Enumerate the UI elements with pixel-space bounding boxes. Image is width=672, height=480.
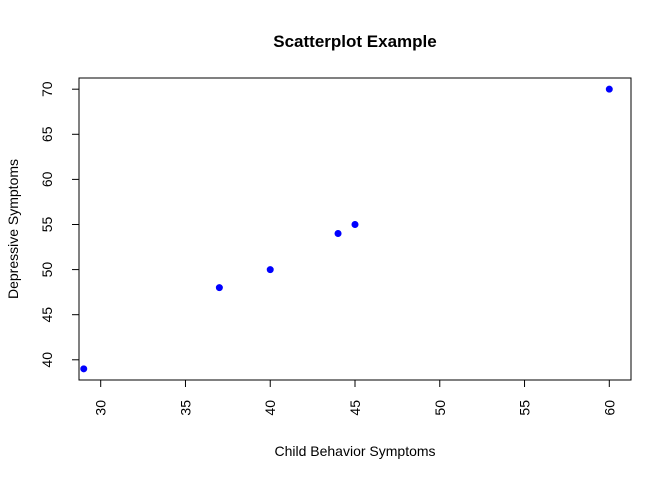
x-tick-label: 30 (93, 400, 109, 416)
data-point (266, 266, 274, 274)
y-axis: 40 45 50 55 60 65 70 (39, 81, 80, 368)
x-tick-label: 50 (432, 400, 448, 416)
data-point (334, 230, 342, 238)
chart-title: Scatterplot Example (273, 32, 436, 51)
data-point (351, 220, 359, 228)
y-tick-label: 50 (39, 262, 55, 278)
x-tick-label: 35 (177, 400, 193, 416)
x-tick-label: 45 (347, 400, 363, 416)
y-tick-label: 65 (39, 126, 55, 142)
y-tick-label: 40 (39, 352, 55, 368)
y-axis-label: Depressive Symptoms (5, 159, 21, 299)
y-tick-label: 55 (39, 216, 55, 232)
x-tick-label: 55 (517, 400, 533, 416)
x-axis: 30 35 40 45 50 55 60 (93, 379, 617, 416)
data-point (80, 365, 88, 373)
x-tick-label: 40 (262, 400, 278, 416)
data-point (605, 85, 613, 93)
x-tick-label: 60 (601, 400, 617, 416)
y-tick-label: 45 (39, 307, 55, 323)
data-point (215, 284, 223, 292)
x-axis-label: Child Behavior Symptoms (274, 443, 435, 459)
y-tick-label: 60 (39, 171, 55, 187)
data-points (80, 85, 613, 373)
y-tick-label: 70 (39, 81, 55, 97)
plot-frame (78, 77, 632, 381)
